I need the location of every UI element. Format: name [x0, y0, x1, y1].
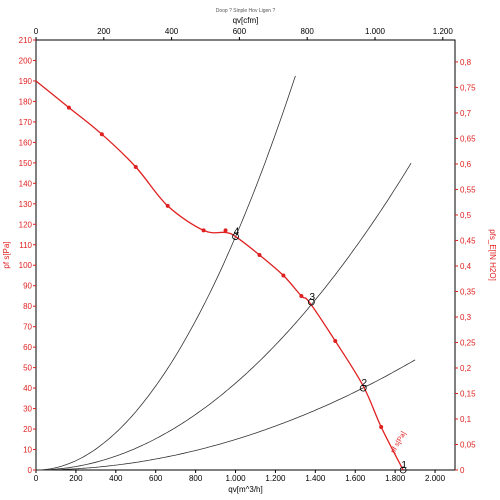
fan-curve-marker [165, 203, 170, 208]
operating-point-4-marker [232, 233, 239, 240]
operating-points: 4 3 2 1 [232, 227, 407, 474]
x-top-tick-label: 800 [301, 27, 315, 36]
x-top-tick-label: 400 [165, 27, 179, 36]
y-left-tick-label: 80 [23, 302, 32, 311]
x-top-tick-label: 200 [97, 27, 111, 36]
x-top-tick-label: 600 [233, 27, 247, 36]
y-right-tick-label: 0,55 [460, 185, 476, 194]
system-curve-2 [36, 359, 416, 471]
y-left-tick-label: 60 [23, 343, 32, 352]
y-left-tick-label: 140 [19, 179, 33, 188]
x-bottom-tick-label: 1.600 [345, 474, 366, 483]
y-right-tick-label: 0,2 [460, 364, 472, 373]
y-left-tick-label: 150 [19, 159, 33, 168]
y-left-tick-label: 30 [23, 405, 32, 414]
fan-curve-label: pf s[Pa] [390, 431, 408, 455]
x-bottom-ticks: 0 200 400 600 800 1.000 1.200 1.400 1.600 1.800 2.… [34, 470, 446, 483]
y-left-tick-label: 110 [19, 241, 32, 250]
y-left-tick-label: 210 [19, 36, 33, 45]
chart-title: Doop ? Sinple Hov Ligen ? [216, 8, 276, 14]
operating-point-1-label: 1 [401, 460, 407, 471]
y-left-tick-label: 20 [23, 425, 32, 434]
y-left-tick-label: 190 [19, 77, 33, 86]
operating-point-1-marker [399, 466, 407, 474]
y-right-tick-label: 0,05 [460, 440, 476, 449]
x-bottom-axis-title: qv[m^3/h] [228, 485, 262, 494]
system-curve-3 [36, 162, 412, 471]
y-right-ticks: 0 0,05 0,1 0,15 0,2 0,25 0,3 0,35 0,4 0,45 0,5 0,55… [455, 58, 476, 475]
y-right-tick-label: 0,1 [460, 415, 472, 424]
y-right-tick-label: 0,8 [460, 58, 472, 67]
y-left-tick-label: 120 [19, 220, 33, 229]
fan-curve-marker [99, 132, 104, 137]
y-left-ticks: 0 10 20 30 40 50 60 70 80 90 100 110 120 130 140 150 160… [19, 36, 36, 475]
y-right-tick-label: 0,65 [460, 134, 476, 143]
x-top-ticks: 0 200 400 600 800 1.000 1.200 [34, 27, 454, 40]
fan-curve-marker [333, 339, 338, 343]
y-left-tick-label: 180 [19, 97, 33, 106]
fan-curve-line [35, 80, 404, 471]
y-left-tick-label: 70 [23, 323, 32, 332]
fan-curve-marker [257, 253, 262, 257]
x-top-tick-label: 1.000 [365, 27, 386, 36]
y-right-axis-title: pfs_E[IN H2O] [488, 229, 497, 281]
x-bottom-tick-label: 200 [69, 474, 83, 483]
y-right-tick-label: 0,5 [460, 211, 472, 220]
y-right-tick-label: 0,6 [460, 160, 472, 169]
operating-point-2-label: 2 [361, 378, 367, 389]
y-left-tick-label: 130 [19, 200, 33, 209]
x-top-axis-title: qv[cfm] [233, 16, 259, 25]
system-curves [36, 75, 416, 471]
y-right-tick-label: 0,45 [460, 236, 476, 245]
x-bottom-tick-label: 0 [34, 474, 39, 483]
x-bottom-tick-label: 1.800 [385, 474, 406, 483]
fan-curve-marker [299, 293, 304, 298]
fan-curve-marker [223, 228, 228, 233]
y-right-tick-label: 0,4 [460, 262, 472, 271]
fan-curve-marker [201, 228, 206, 233]
x-bottom-tick-label: 1.400 [305, 474, 326, 483]
y-right-tick-label: 0,25 [460, 338, 476, 347]
plot-area-frame [35, 39, 456, 471]
y-right-tick-label: 0,75 [460, 83, 476, 92]
y-left-tick-label: 40 [23, 384, 32, 393]
y-left-tick-label: 100 [19, 261, 33, 270]
y-left-tick-label: 160 [19, 138, 33, 147]
x-bottom-tick-label: 1.000 [226, 474, 247, 483]
y-left-tick-label: 50 [23, 364, 32, 373]
y-right-tick-label: 0,3 [460, 313, 472, 322]
y-left-tick-label: 170 [19, 118, 33, 127]
operating-point-3-marker [307, 298, 315, 306]
y-left-tick-label: 90 [23, 282, 32, 291]
fan-curve-marker [66, 105, 71, 110]
y-right-tick-label: 0,7 [460, 109, 472, 118]
x-bottom-tick-label: 1.200 [265, 474, 286, 483]
operating-point-3-label: 3 [310, 292, 316, 303]
fan-curve-marker [133, 164, 138, 169]
y-right-tick-label: 0 [460, 466, 465, 475]
fan-curve-marker [379, 425, 384, 429]
operating-point-2-marker [359, 384, 367, 392]
y-right-tick-label: 0,15 [460, 389, 476, 398]
y-left-tick-label: 10 [23, 446, 32, 455]
y-left-tick-label: 200 [19, 56, 33, 65]
system-curve-4 [36, 75, 296, 471]
fan-curve-marker [281, 273, 286, 278]
y-right-tick-label: 0,35 [460, 287, 476, 296]
operating-point-4-label: 4 [234, 227, 240, 238]
x-bottom-tick-label: 800 [189, 474, 203, 483]
x-bottom-tick-label: 400 [109, 474, 123, 483]
x-bottom-tick-label: 600 [149, 474, 163, 483]
x-top-tick-label: 0 [34, 27, 39, 36]
y-left-axis-title: pf s[Pa] [2, 241, 11, 268]
y-left-tick-label: 0 [28, 466, 33, 475]
x-bottom-tick-label: 2.000 [425, 474, 446, 483]
x-top-tick-label: 1.200 [433, 27, 454, 36]
fan-curve [35, 80, 404, 471]
